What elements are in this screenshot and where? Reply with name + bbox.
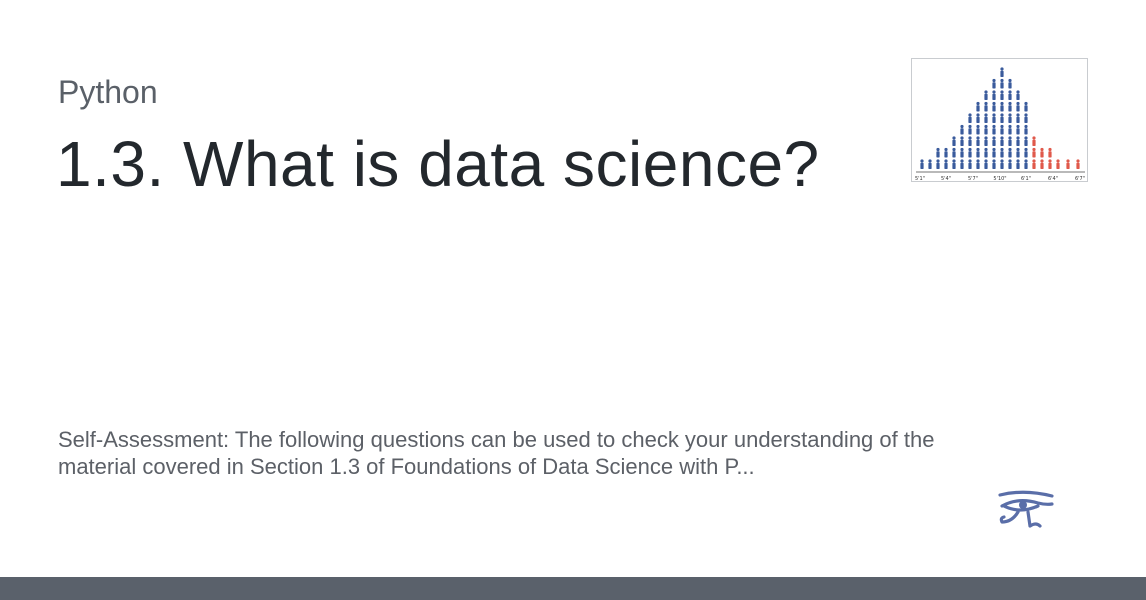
person-figure	[1016, 113, 1020, 123]
footer-bar	[0, 577, 1146, 600]
person-figure	[984, 147, 988, 158]
page-title: 1.3. What is data science?	[56, 128, 820, 200]
person-figure	[968, 113, 972, 123]
person-figure	[1056, 159, 1060, 169]
person-figure	[992, 113, 996, 123]
person-figure	[1016, 124, 1020, 135]
tick-label: 5'7"	[968, 176, 978, 182]
person-figure	[1008, 147, 1012, 158]
person-figure	[1000, 113, 1004, 123]
person-figure	[1032, 147, 1036, 158]
page-description: Self-Assessment: The following questions…	[58, 427, 935, 479]
person-figure	[952, 136, 956, 146]
person-figure	[1016, 101, 1020, 112]
tick-label: 5'10"	[993, 176, 1006, 182]
person-figure	[984, 124, 988, 135]
person-figure	[1032, 159, 1036, 169]
person-figure	[1000, 124, 1004, 135]
person-figure	[1024, 147, 1028, 158]
person-figure	[1048, 159, 1052, 169]
person-figure	[968, 136, 972, 146]
thumbnail-image: 5'1" 5'4" 5'7" 5'10" 6'1" 6'4" 6'7"	[911, 58, 1088, 182]
person-figure	[1024, 101, 1028, 112]
person-figure	[1008, 113, 1012, 123]
person-figure	[960, 159, 964, 169]
person-figure	[960, 124, 964, 135]
person-figure	[968, 124, 972, 135]
tick-label: 6'4"	[1048, 176, 1058, 182]
person-figure	[976, 113, 980, 123]
person-figure	[1024, 159, 1028, 169]
person-figure	[944, 159, 948, 169]
person-figure	[1076, 159, 1080, 169]
person-figure	[944, 147, 948, 158]
person-figure	[1000, 159, 1004, 169]
person-figure	[1008, 124, 1012, 135]
person-figure	[1016, 147, 1020, 158]
height-distribution-illustration: 5'1" 5'4" 5'7" 5'10" 6'1" 6'4" 6'7"	[915, 67, 1085, 182]
person-figure	[992, 124, 996, 135]
person-figure	[952, 147, 956, 158]
person-figure	[1008, 136, 1012, 146]
person-figure	[976, 136, 980, 146]
person-figure	[984, 159, 988, 169]
person-figure	[1000, 101, 1004, 112]
person-figure	[984, 90, 988, 100]
person-figure	[1024, 113, 1028, 123]
person-figure	[1040, 159, 1044, 169]
person-figure	[1000, 90, 1004, 100]
person-figure	[936, 159, 940, 169]
tick-label: 6'7"	[1075, 176, 1085, 182]
person-figure	[992, 78, 996, 89]
tick-label: 6'1"	[1021, 176, 1031, 182]
person-figure	[968, 147, 972, 158]
person-figure	[992, 159, 996, 169]
person-figure	[928, 159, 932, 169]
person-figure	[1008, 78, 1012, 89]
person-figure	[1008, 90, 1012, 100]
person-figure	[992, 90, 996, 100]
person-figure	[1024, 124, 1028, 135]
person-figure	[976, 101, 980, 112]
person-figure	[976, 124, 980, 135]
person-figure	[968, 159, 972, 169]
person-figure	[984, 113, 988, 123]
person-figure	[984, 136, 988, 146]
person-figure	[1016, 136, 1020, 146]
person-figure	[952, 159, 956, 169]
site-name: Python	[58, 74, 158, 110]
person-figure	[1000, 136, 1004, 146]
person-figure	[1000, 67, 1004, 77]
person-figure	[1008, 101, 1012, 112]
person-figure	[992, 147, 996, 158]
person-figure	[1000, 147, 1004, 158]
person-figure	[1008, 159, 1012, 169]
tick-label: 5'4"	[941, 176, 951, 182]
eye-of-horus-icon	[996, 488, 1056, 532]
person-figure	[976, 147, 980, 158]
person-figure	[984, 101, 988, 112]
person-figure	[992, 101, 996, 112]
tick-label: 5'1"	[915, 176, 925, 182]
person-figure	[936, 147, 940, 158]
person-figure	[1016, 159, 1020, 169]
person-figure	[920, 159, 924, 169]
person-figure	[976, 159, 980, 169]
person-figure	[960, 147, 964, 158]
person-figure	[1032, 136, 1036, 146]
person-figure	[1016, 90, 1020, 100]
person-figure	[1048, 147, 1052, 158]
person-figure	[1024, 136, 1028, 146]
person-figure	[1066, 159, 1070, 169]
person-figure	[1040, 147, 1044, 158]
person-figure	[960, 136, 964, 146]
person-figure	[992, 136, 996, 146]
person-figure	[1000, 78, 1004, 89]
